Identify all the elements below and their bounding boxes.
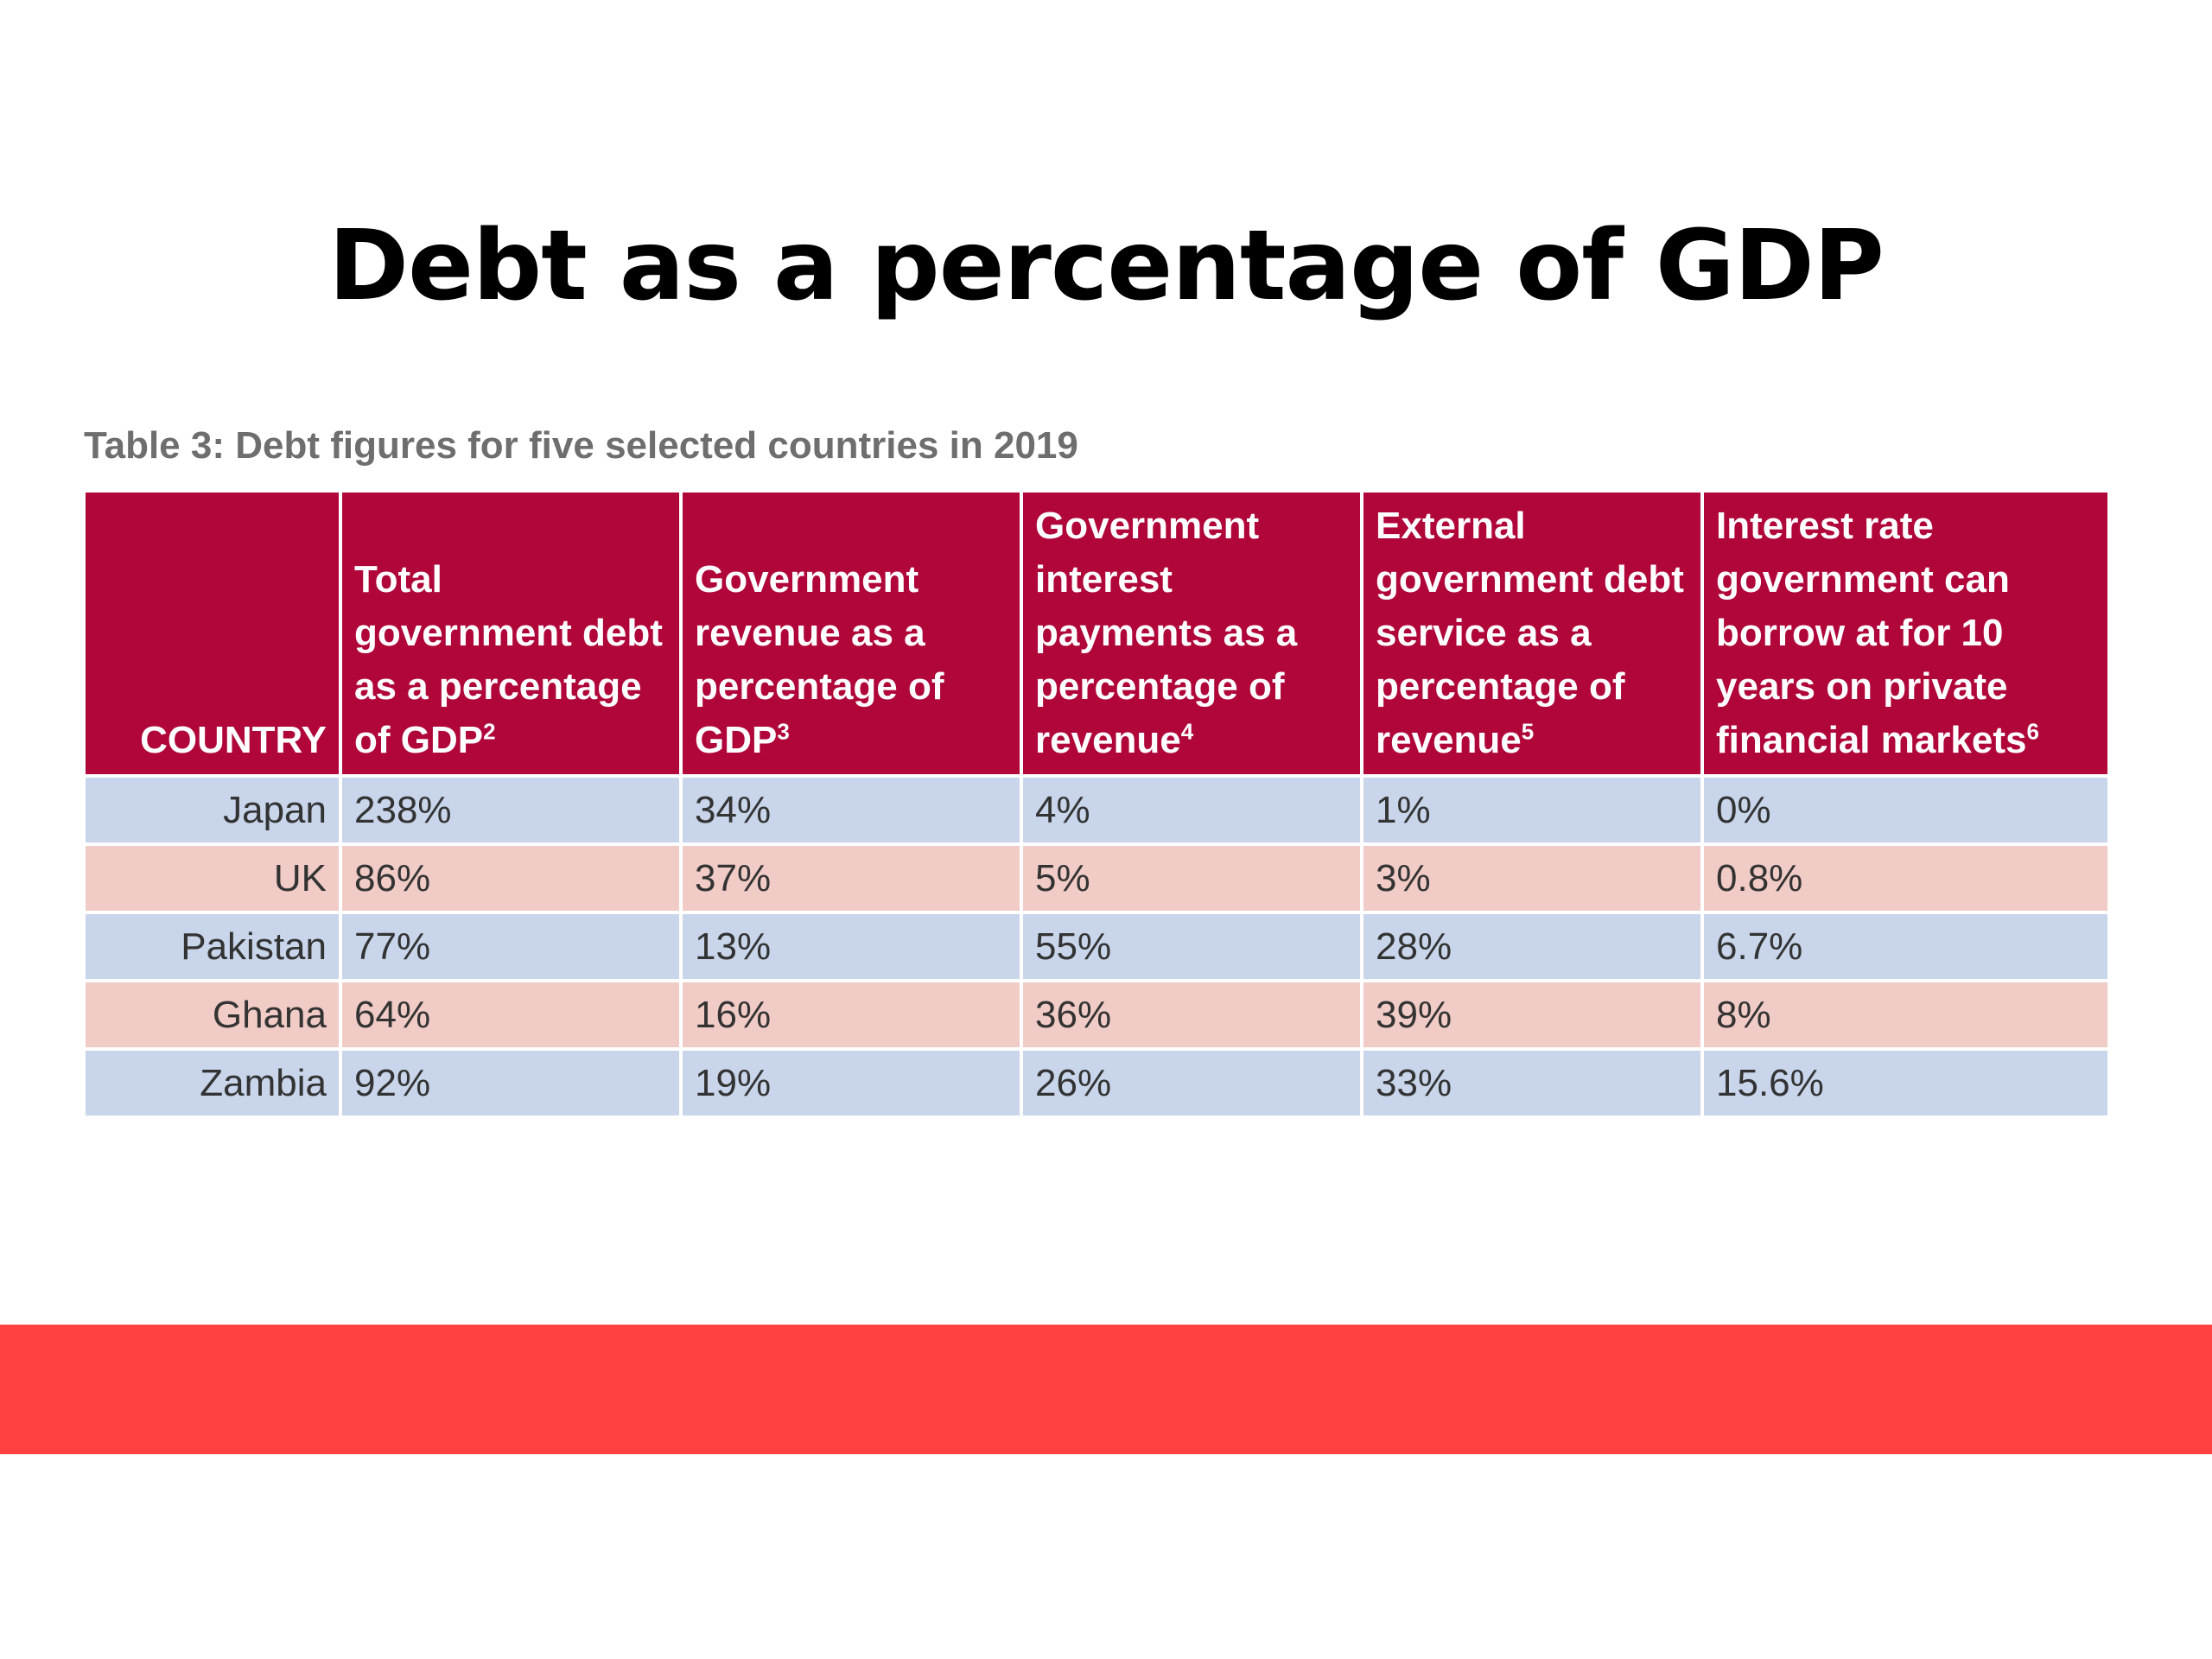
table-cell: 16%: [679, 979, 1023, 1051]
table-cell: 33%: [1360, 1047, 1704, 1119]
table-row: Japan 238% 34% 4% 1% 0%: [82, 774, 2111, 846]
slide-title: Debt as a percentage of GDP: [328, 210, 1885, 322]
table-cell: 4%: [1020, 774, 1363, 846]
table-row: UK 86% 37% 5% 3% 0.8%: [82, 842, 2111, 914]
table-cell: 8%: [1700, 979, 2111, 1051]
table-cell: 77%: [339, 911, 683, 982]
country-cell: UK: [82, 842, 342, 914]
table-row: Zambia 92% 19% 26% 33% 15.6%: [82, 1047, 2111, 1119]
table-caption: Table 3: Debt figures for five selected …: [84, 424, 1078, 467]
table-cell: 37%: [679, 842, 1023, 914]
footnote-marker: 2: [483, 718, 496, 745]
column-header-interest-payments: Government interest payments as a percen…: [1020, 489, 1363, 778]
table-cell: 5%: [1020, 842, 1363, 914]
table-cell: 238%: [339, 774, 683, 846]
table-cell: 34%: [679, 774, 1023, 846]
column-header-revenue: Government revenue as a percentage of GD…: [679, 489, 1023, 778]
footnote-marker: 5: [1521, 718, 1535, 745]
country-cell: Ghana: [82, 979, 342, 1051]
table-cell: 1%: [1360, 774, 1704, 846]
table-cell: 0%: [1700, 774, 2111, 846]
table-header-row: COUNTRY Total government debt as a perce…: [82, 489, 2111, 778]
table-cell: 6.7%: [1700, 911, 2111, 982]
country-cell: Zambia: [82, 1047, 342, 1119]
table-cell: 15.6%: [1700, 1047, 2111, 1119]
table-cell: 0.8%: [1700, 842, 2111, 914]
footnote-marker: 6: [2026, 718, 2039, 745]
table-cell: 64%: [339, 979, 683, 1051]
column-header-total-debt: Total government debt as a percentage of…: [339, 489, 683, 778]
table-cell: 3%: [1360, 842, 1704, 914]
table-cell: 26%: [1020, 1047, 1363, 1119]
table-cell: 55%: [1020, 911, 1363, 982]
table-cell: 86%: [339, 842, 683, 914]
column-header-interest-rate: Interest rate government can borrow at f…: [1700, 489, 2111, 778]
country-cell: Pakistan: [82, 911, 342, 982]
table-cell: 19%: [679, 1047, 1023, 1119]
table-cell: 28%: [1360, 911, 1704, 982]
column-header-external-debt-service: External government debt service as a pe…: [1360, 489, 1704, 778]
table-cell: 13%: [679, 911, 1023, 982]
table-cell: 36%: [1020, 979, 1363, 1051]
footnote-marker: 4: [1180, 718, 1194, 745]
column-header-country: COUNTRY: [82, 489, 342, 778]
table-row: Pakistan 77% 13% 55% 28% 6.7%: [82, 911, 2111, 982]
decorative-band: [0, 1325, 2212, 1454]
table-row: Ghana 64% 16% 36% 39% 8%: [82, 979, 2111, 1051]
footnote-marker: 3: [777, 718, 790, 745]
table-cell: 39%: [1360, 979, 1704, 1051]
table-cell: 92%: [339, 1047, 683, 1119]
debt-table: COUNTRY Total government debt as a perce…: [82, 489, 2111, 1119]
country-cell: Japan: [82, 774, 342, 846]
